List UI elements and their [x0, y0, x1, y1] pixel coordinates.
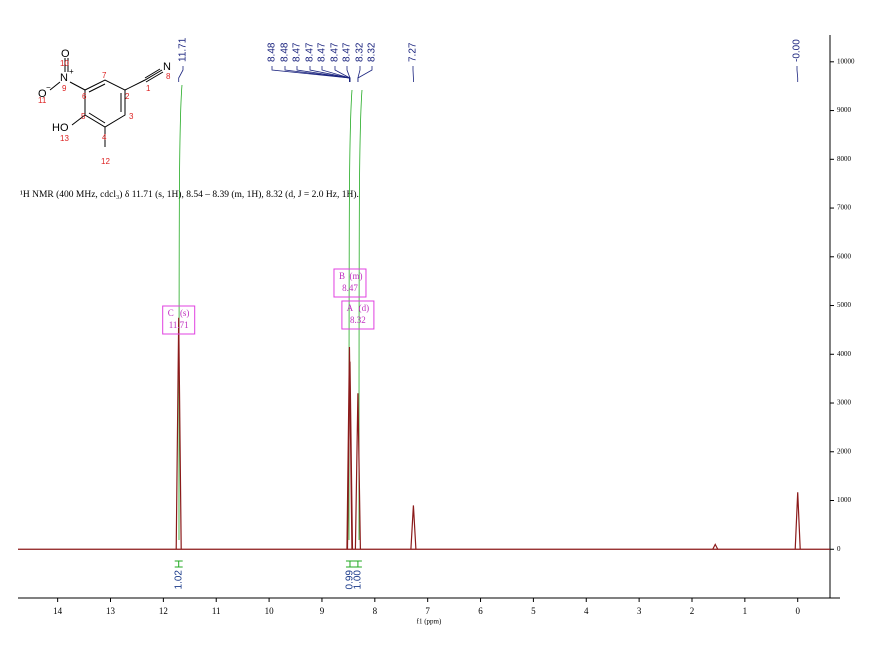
peak-label: -0.00 — [792, 39, 803, 62]
peak — [347, 362, 352, 550]
caption: ¹H NMR (400 MHz, cdcl₃) δ 11.71 (s, 1H),… — [20, 189, 359, 200]
y-tick-label: 4000 — [837, 350, 852, 358]
atom-number: 5 — [81, 112, 86, 121]
multiplet-shift: 11.71 — [169, 320, 189, 330]
x-tick-label: 0 — [795, 606, 800, 616]
integral-curve — [179, 85, 362, 540]
peak — [411, 505, 416, 549]
integral-label: 1.00 — [353, 570, 364, 590]
x-tick-label: 5 — [531, 606, 536, 616]
y-tick-label: 5000 — [837, 301, 852, 309]
atom-number: 8 — [166, 72, 171, 81]
peak-leader — [179, 66, 183, 82]
y-tick-label: 10000 — [837, 57, 855, 65]
integral-mark — [354, 561, 362, 567]
ring — [85, 80, 125, 127]
peak-leader — [285, 66, 349, 82]
peak-label: 8.47 — [330, 42, 341, 62]
peak-label: 8.47 — [292, 42, 303, 62]
peak-label: 8.47 — [317, 42, 328, 62]
peak — [713, 544, 718, 549]
multiplet-shift: 8.32 — [350, 315, 366, 325]
y-tick-label: 7000 — [837, 204, 852, 212]
peak-label: 8.48 — [267, 42, 278, 62]
integral-mark — [346, 561, 354, 567]
atom: N — [163, 61, 171, 73]
multiplet-type: (m) — [349, 271, 362, 281]
multiplet-name: C — [168, 308, 174, 318]
y-tick-label: 9000 — [837, 106, 852, 114]
atom-number: 6 — [82, 92, 87, 101]
x-tick-label: 7 — [425, 606, 430, 616]
atom: N — [60, 72, 68, 84]
x-tick-label: 2 — [690, 606, 695, 616]
x-tick-label: 11 — [212, 606, 221, 616]
atom-number: 3 — [129, 112, 134, 121]
multiplet-type: (s) — [180, 308, 190, 318]
peak-label: 8.47 — [342, 42, 353, 62]
peak-label: 8.32 — [355, 42, 366, 62]
x-tick-label: 10 — [265, 606, 275, 616]
y-tick-label: 0 — [837, 545, 841, 553]
y-tick-label: 8000 — [837, 155, 852, 163]
x-tick-label: 9 — [320, 606, 325, 616]
atom: O — [61, 48, 70, 60]
multiplet-name: B — [339, 271, 345, 281]
peak-label: 8.48 — [280, 42, 291, 62]
x-tick-label: 14 — [53, 606, 63, 616]
atom-number: 11 — [38, 96, 47, 105]
atom-charge: + — [69, 67, 74, 76]
y-tick-label: 2000 — [837, 447, 852, 455]
peak-label: 11.71 — [178, 37, 189, 62]
x-tick-label: 4 — [584, 606, 589, 616]
atom-number: 10 — [60, 59, 69, 68]
y-tick-label: 6000 — [837, 252, 852, 260]
peak-leader — [322, 66, 350, 82]
peak-label: 8.32 — [367, 42, 378, 62]
integral-label: 1.02 — [173, 570, 184, 590]
integral-mark — [175, 561, 183, 567]
peak — [355, 393, 360, 549]
x-tick-label: 8 — [373, 606, 378, 616]
x-tick-label: 13 — [106, 606, 116, 616]
x-tick-label: 6 — [478, 606, 483, 616]
peak-leader — [272, 66, 349, 82]
peak-label: 8.47 — [305, 42, 316, 62]
atom-number: 13 — [60, 134, 69, 143]
multiplet-shift: 8.47 — [342, 283, 358, 293]
peak-label: 7.27 — [408, 42, 419, 62]
atom-charge: − — [46, 83, 51, 92]
atom-number: 1 — [146, 84, 151, 93]
y-tick-label: 1000 — [837, 496, 852, 504]
multiplet-name: A — [347, 303, 354, 313]
x-tick-label: 1 — [743, 606, 748, 616]
atom-number: 4 — [102, 133, 107, 142]
atom-number: 9 — [62, 84, 67, 93]
y-tick-label: 3000 — [837, 399, 852, 407]
multiplet-type: (d) — [359, 303, 370, 313]
x-tick-label: 12 — [159, 606, 168, 616]
peak — [795, 492, 800, 549]
peak-leader — [797, 66, 798, 82]
atom-number: 7 — [102, 71, 107, 80]
x-tick-label: 3 — [637, 606, 642, 616]
atom-number: 12 — [101, 157, 110, 166]
atom: HO — [52, 122, 69, 134]
atom-number: 2 — [125, 92, 130, 101]
x-axis-label: f1 (ppm) — [417, 618, 442, 626]
